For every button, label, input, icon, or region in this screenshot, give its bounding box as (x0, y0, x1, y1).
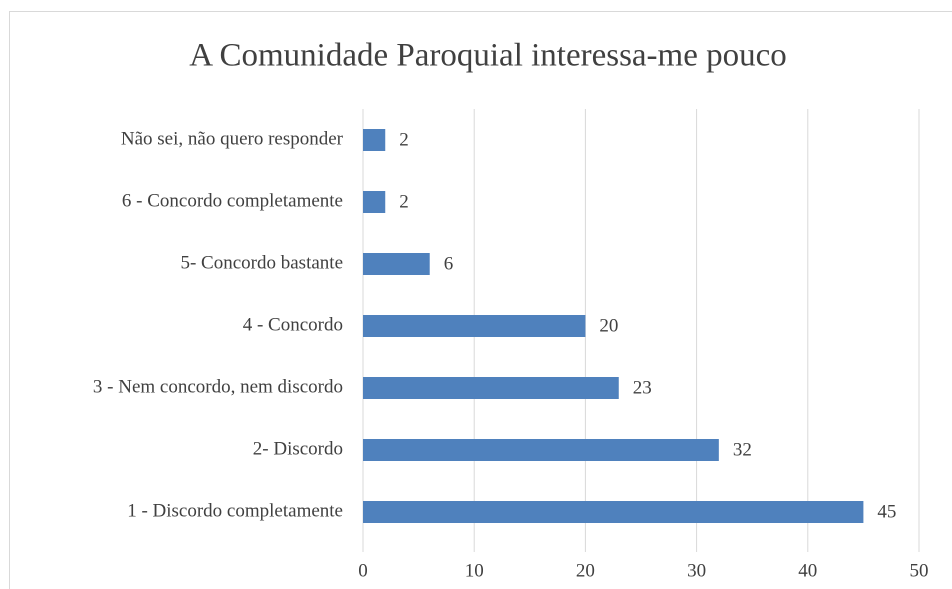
bar (363, 129, 386, 151)
x-tick-label: 40 (798, 560, 817, 581)
data-label: 6 (444, 253, 454, 274)
chart-frame (9, 11, 952, 589)
x-tick-label: 20 (576, 560, 595, 581)
y-tick-label: 6 - Concordo completamente (122, 190, 343, 211)
y-tick-label: Não sei, não quero responder (121, 128, 344, 149)
x-tick-label: 30 (687, 560, 706, 581)
y-tick-label: 1 - Discordo completamente (127, 500, 343, 521)
data-label: 2 (399, 129, 409, 150)
x-tick-label: 0 (358, 560, 368, 581)
bar (363, 253, 430, 275)
y-tick-label: 3 - Nem concordo, nem discordo (93, 376, 343, 397)
data-label: 2 (399, 191, 409, 212)
bar (363, 191, 386, 213)
data-label: 32 (733, 439, 752, 460)
y-tick-label: 2- Discordo (253, 438, 343, 459)
data-label: 23 (633, 377, 652, 398)
y-tick-label: 5- Concordo bastante (180, 252, 343, 273)
bar (363, 501, 864, 523)
x-tick-label: 10 (465, 560, 484, 581)
bar (363, 315, 586, 337)
chart-title: A Comunidade Paroquial interessa-me pouc… (189, 38, 787, 74)
data-label: 20 (599, 315, 618, 336)
y-tick-label: 4 - Concordo (243, 314, 343, 335)
bar (363, 439, 719, 461)
bar (363, 377, 619, 399)
data-label: 45 (877, 501, 896, 522)
x-tick-label: 50 (910, 560, 929, 581)
